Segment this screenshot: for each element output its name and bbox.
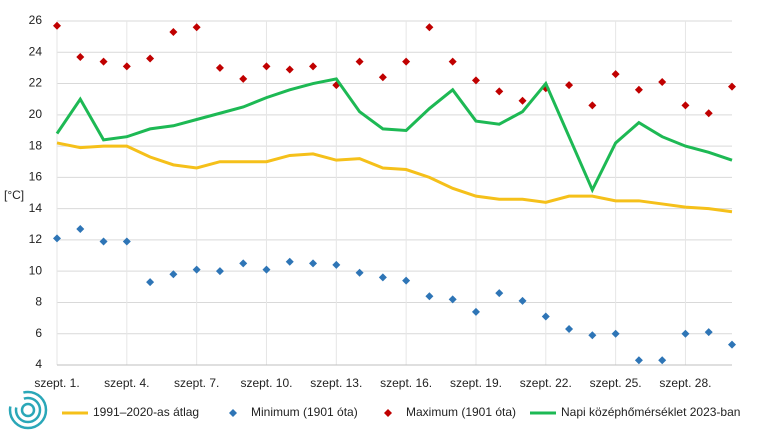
data-point (192, 265, 201, 274)
data-point (425, 23, 434, 32)
logo (8, 390, 48, 430)
data-point (262, 62, 271, 71)
legend-swatch (229, 409, 237, 417)
legend-label: Maximum (1901 óta) (406, 405, 516, 419)
data-point (53, 21, 61, 30)
data-point (309, 62, 318, 71)
x-tick-label: szept. 28. (659, 376, 711, 390)
data-point (169, 27, 178, 36)
data-point (76, 224, 85, 233)
data-point (448, 295, 457, 304)
data-point (192, 23, 201, 32)
data-point (378, 73, 387, 82)
data-point (634, 85, 643, 94)
y-tick-label: 8 (35, 295, 42, 309)
x-tick-label: szept. 16. (380, 376, 432, 390)
y-tick-label: 6 (35, 326, 42, 340)
data-point (285, 65, 294, 74)
data-point (146, 54, 155, 63)
data-point (215, 63, 224, 72)
data-point (99, 57, 108, 66)
data-point (728, 340, 736, 349)
data-point (565, 325, 574, 334)
data-point (658, 356, 667, 365)
data-point (541, 312, 550, 321)
x-tick-label: szept. 25. (590, 376, 642, 390)
data-point (53, 234, 61, 243)
y-tick-label: 12 (29, 232, 43, 246)
data-point (448, 57, 457, 66)
data-point (634, 356, 643, 365)
legend-swatch (384, 409, 392, 417)
y-tick-label: 4 (35, 357, 42, 371)
data-point (262, 265, 271, 274)
x-tick-label: szept. 13. (310, 376, 362, 390)
legend-label: Minimum (1901 óta) (251, 405, 358, 419)
data-point (704, 328, 713, 337)
x-tick-label: szept. 1. (34, 376, 79, 390)
y-tick-label: 20 (29, 107, 43, 121)
data-point (495, 289, 504, 298)
y-tick-label: 18 (29, 138, 43, 152)
data-point (355, 268, 364, 277)
data-point (704, 109, 713, 118)
data-point (611, 70, 620, 79)
data-point (681, 329, 690, 338)
y-axis-label: [°C] (4, 188, 24, 202)
data-point (378, 273, 387, 282)
legend-label: Napi középhőmérséklet 2023-ban (561, 405, 740, 419)
data-point (681, 101, 690, 110)
data-point (76, 52, 85, 61)
data-point (518, 96, 527, 105)
x-tick-label: szept. 19. (450, 376, 502, 390)
data-point (169, 270, 178, 279)
data-point (215, 267, 224, 276)
data-point (588, 331, 597, 340)
data-point (239, 74, 248, 83)
data-point (402, 57, 411, 66)
data-point (495, 87, 504, 96)
data-point (611, 329, 620, 338)
series-line (55, 77, 733, 194)
x-tick-label: szept. 4. (104, 376, 149, 390)
data-point (658, 77, 667, 86)
y-tick-label: 10 (29, 263, 43, 277)
data-point (402, 276, 411, 285)
data-point (122, 62, 131, 71)
data-point (332, 260, 341, 269)
y-tick-label: 22 (29, 76, 43, 90)
data-point (146, 278, 155, 287)
data-point (309, 259, 318, 268)
x-tick-label: szept. 7. (174, 376, 219, 390)
series-line (56, 141, 733, 214)
data-point (285, 257, 294, 266)
y-tick-label: 16 (29, 170, 43, 184)
data-point (425, 292, 434, 301)
data-point (239, 259, 248, 268)
data-point (518, 296, 527, 305)
data-point (588, 101, 597, 110)
y-tick-label: 26 (29, 13, 43, 27)
data-point (122, 237, 131, 246)
data-point (99, 237, 108, 246)
y-tick-label: 24 (29, 44, 43, 58)
data-point (471, 76, 480, 85)
data-point (471, 307, 480, 316)
x-tick-label: szept. 22. (520, 376, 572, 390)
x-tick-label: szept. 10. (240, 376, 292, 390)
data-point (565, 81, 574, 90)
data-point (355, 57, 364, 66)
legend-label: 1991–2020-as átlag (93, 405, 199, 419)
data-point (728, 82, 736, 91)
y-tick-label: 14 (29, 201, 43, 215)
